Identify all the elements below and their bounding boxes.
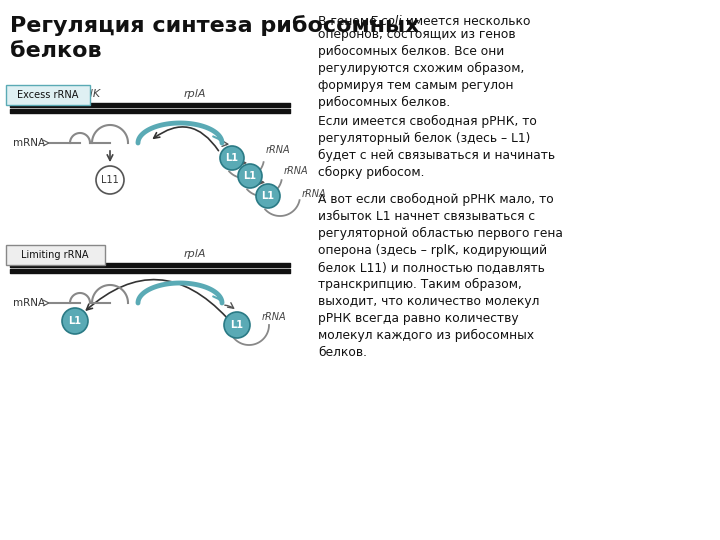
Text: L1: L1 (225, 153, 238, 163)
Text: Limiting rRNA: Limiting rRNA (22, 250, 89, 260)
Text: Если имеется свободная рРНК, то
регуляторный белок (здесь – L1)
будет с ней связ: Если имеется свободная рРНК, то регулято… (318, 115, 555, 179)
Text: Excess rRNA: Excess rRNA (17, 90, 78, 100)
Text: L11: L11 (101, 175, 119, 185)
Text: имеется несколько: имеется несколько (402, 15, 531, 28)
Circle shape (238, 164, 262, 188)
Text: rRNA: rRNA (266, 145, 291, 155)
Text: mRNA: mRNA (13, 298, 45, 308)
Text: rplA: rplA (184, 249, 206, 259)
Text: rplK: rplK (79, 89, 101, 99)
Text: А вот если свободной рРНК мало, то
избыток L1 начнет связываться с
регуляторной : А вот если свободной рРНК мало, то избыт… (318, 193, 563, 360)
Text: L1: L1 (243, 171, 256, 181)
Text: В геноме: В геноме (318, 15, 380, 28)
Text: L1: L1 (230, 320, 243, 330)
Text: rRNA: rRNA (262, 312, 287, 322)
FancyBboxPatch shape (6, 245, 105, 265)
Circle shape (62, 308, 88, 334)
Circle shape (220, 146, 244, 170)
Text: оперонов, состоящих из генов
рибосомных белков. Все они
регулируются схожим обра: оперонов, состоящих из генов рибосомных … (318, 28, 524, 110)
Text: rRNA: rRNA (284, 166, 309, 176)
Text: L1: L1 (68, 316, 81, 326)
Text: E.coli: E.coli (370, 15, 402, 28)
Text: rplA: rplA (184, 89, 206, 99)
FancyBboxPatch shape (6, 85, 90, 105)
Circle shape (96, 166, 124, 194)
Text: rRNA: rRNA (302, 189, 327, 199)
Text: Регуляция синтеза рибосомных
белков: Регуляция синтеза рибосомных белков (10, 15, 420, 61)
Text: L1: L1 (261, 191, 274, 201)
Text: rplK: rplK (79, 249, 101, 259)
Text: mRNA: mRNA (13, 138, 45, 148)
Circle shape (224, 312, 250, 338)
Circle shape (256, 184, 280, 208)
